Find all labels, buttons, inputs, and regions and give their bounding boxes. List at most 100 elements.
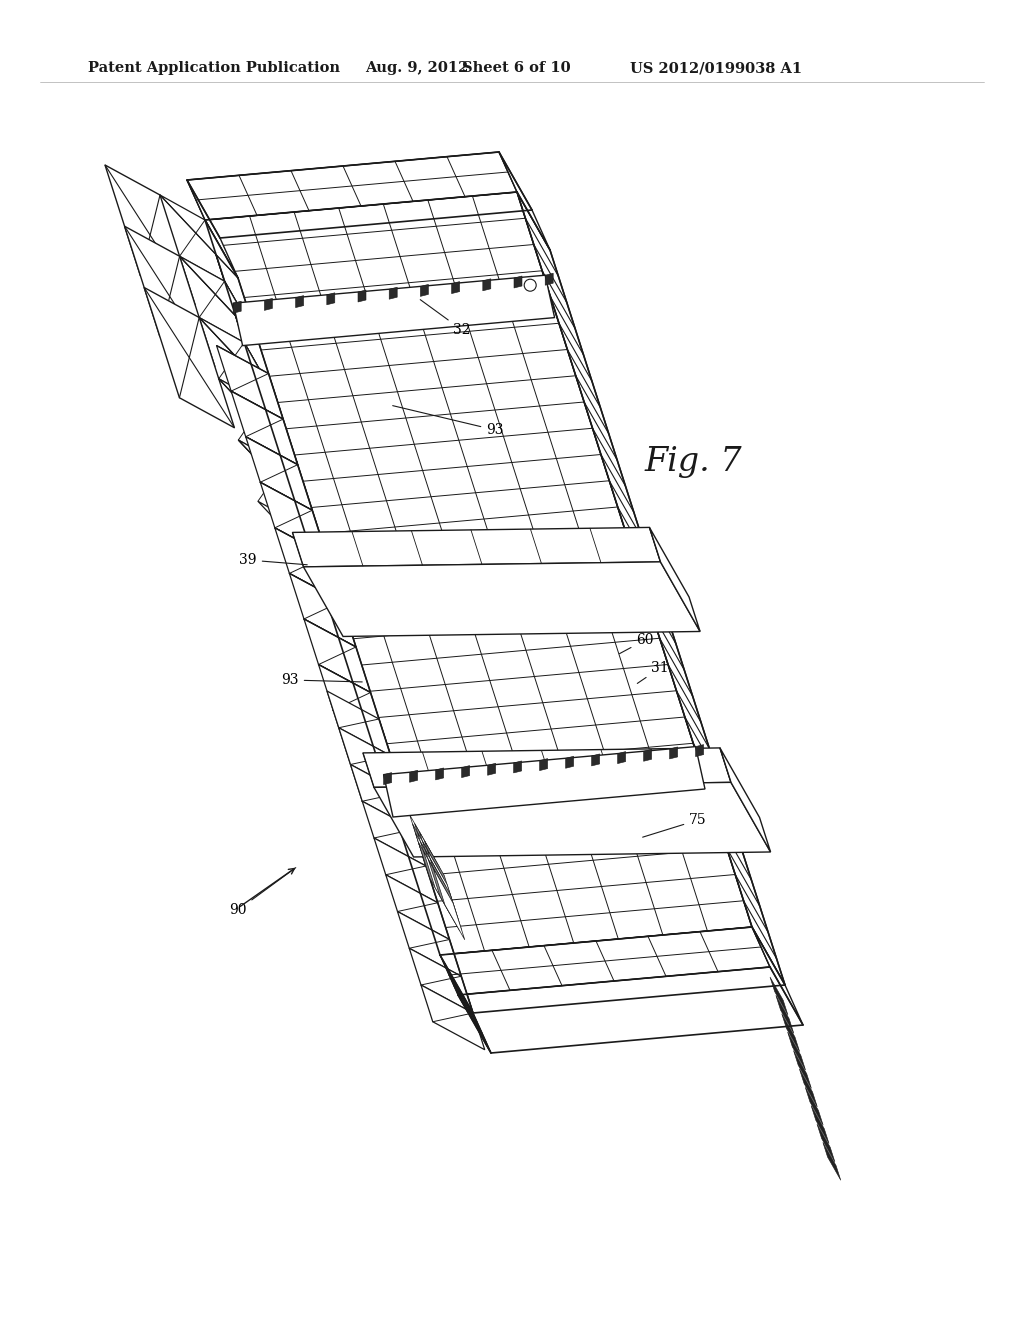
Polygon shape (811, 1106, 829, 1143)
Polygon shape (421, 284, 428, 297)
Polygon shape (781, 1014, 800, 1052)
Polygon shape (413, 824, 444, 895)
Polygon shape (318, 664, 385, 738)
Polygon shape (517, 191, 785, 985)
Polygon shape (649, 528, 700, 631)
Text: Patent Application Publication: Patent Application Publication (88, 61, 340, 75)
Polygon shape (695, 744, 703, 756)
Polygon shape (427, 850, 459, 921)
Polygon shape (258, 502, 336, 585)
Polygon shape (187, 180, 238, 279)
Polygon shape (233, 301, 242, 313)
Polygon shape (239, 440, 316, 523)
Polygon shape (260, 482, 327, 556)
Polygon shape (205, 220, 258, 339)
Text: Sheet 6 of 10: Sheet 6 of 10 (462, 61, 570, 75)
Polygon shape (419, 842, 450, 913)
Polygon shape (817, 1125, 835, 1162)
Text: 93: 93 (282, 673, 362, 686)
Polygon shape (179, 256, 258, 339)
Polygon shape (350, 764, 415, 829)
Polygon shape (362, 801, 426, 866)
Polygon shape (374, 783, 771, 857)
Text: 75: 75 (643, 813, 707, 837)
Polygon shape (545, 273, 553, 285)
Polygon shape (290, 573, 356, 647)
Polygon shape (794, 1051, 811, 1089)
Polygon shape (362, 748, 731, 787)
Polygon shape (514, 760, 521, 774)
Polygon shape (425, 850, 457, 921)
Polygon shape (420, 832, 451, 903)
Polygon shape (231, 391, 298, 465)
Polygon shape (422, 841, 454, 912)
Polygon shape (389, 288, 397, 300)
Polygon shape (565, 756, 573, 768)
Polygon shape (199, 318, 278, 400)
Polygon shape (430, 859, 462, 931)
Polygon shape (293, 528, 660, 566)
Polygon shape (592, 754, 600, 766)
Polygon shape (284, 465, 336, 585)
Polygon shape (462, 766, 470, 777)
Polygon shape (410, 948, 473, 1012)
Polygon shape (199, 318, 278, 400)
Polygon shape (264, 404, 316, 523)
Text: 39: 39 (240, 553, 307, 568)
Polygon shape (296, 296, 303, 308)
Text: Fig. 7: Fig. 7 (645, 446, 742, 478)
Polygon shape (435, 768, 443, 780)
Polygon shape (433, 869, 465, 940)
Text: US 2012/0199038 A1: US 2012/0199038 A1 (630, 61, 802, 75)
Polygon shape (274, 528, 341, 602)
Text: 31: 31 (637, 661, 669, 684)
Polygon shape (244, 342, 297, 462)
Polygon shape (540, 759, 548, 771)
Polygon shape (421, 842, 452, 913)
Polygon shape (787, 1032, 806, 1071)
Polygon shape (482, 279, 490, 290)
Polygon shape (144, 288, 234, 428)
Polygon shape (233, 275, 555, 346)
Polygon shape (452, 281, 460, 293)
Polygon shape (800, 1069, 817, 1106)
Polygon shape (333, 710, 399, 784)
Polygon shape (440, 927, 770, 995)
Polygon shape (805, 1088, 823, 1125)
Polygon shape (205, 220, 473, 1012)
Polygon shape (224, 281, 278, 400)
Text: 60: 60 (620, 634, 653, 653)
Polygon shape (617, 751, 626, 763)
Polygon shape (423, 851, 455, 923)
Polygon shape (499, 152, 550, 249)
Polygon shape (160, 195, 238, 279)
Polygon shape (339, 727, 402, 792)
Polygon shape (386, 875, 450, 940)
Polygon shape (327, 293, 335, 305)
Polygon shape (358, 290, 366, 302)
Polygon shape (440, 954, 490, 1053)
Text: 32: 32 (420, 300, 471, 337)
Polygon shape (105, 165, 196, 305)
Polygon shape (239, 440, 316, 523)
Polygon shape (410, 814, 441, 886)
Polygon shape (514, 276, 522, 288)
Polygon shape (421, 985, 484, 1049)
Polygon shape (397, 912, 461, 977)
Polygon shape (304, 619, 371, 693)
Polygon shape (415, 824, 446, 895)
Polygon shape (644, 750, 651, 762)
Text: 90: 90 (229, 867, 296, 917)
Polygon shape (264, 298, 272, 310)
Polygon shape (348, 755, 415, 829)
Text: 93: 93 (392, 405, 504, 437)
Polygon shape (487, 763, 496, 775)
Polygon shape (216, 346, 283, 420)
Polygon shape (770, 977, 787, 1015)
Polygon shape (416, 833, 446, 904)
Circle shape (524, 280, 537, 292)
Polygon shape (374, 838, 437, 903)
Polygon shape (219, 379, 297, 462)
Polygon shape (219, 379, 297, 462)
Polygon shape (823, 1142, 841, 1180)
